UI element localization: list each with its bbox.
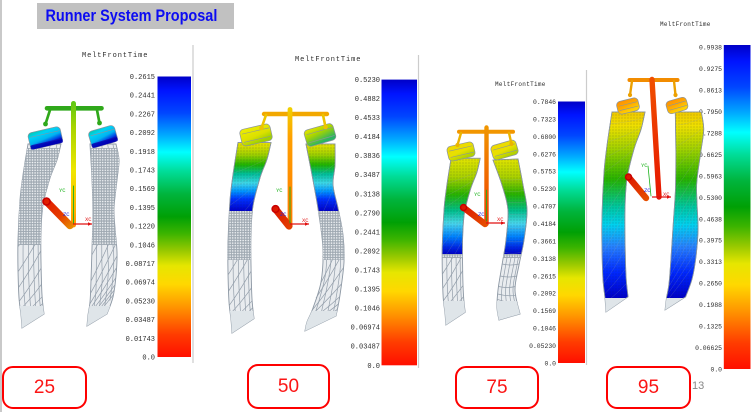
svg-text:0.4184: 0.4184 bbox=[533, 221, 556, 228]
svg-text:0.6625: 0.6625 bbox=[699, 152, 722, 159]
svg-text:0.1569: 0.1569 bbox=[130, 186, 155, 194]
svg-text:0.3313: 0.3313 bbox=[699, 259, 722, 266]
svg-text:0.2092: 0.2092 bbox=[533, 291, 556, 298]
svg-text:XC: XC bbox=[497, 216, 504, 223]
svg-text:YC: YC bbox=[59, 187, 66, 194]
svg-text:0.7846: 0.7846 bbox=[533, 99, 556, 106]
svg-text:0.2615: 0.2615 bbox=[130, 74, 155, 82]
svg-text:0.4184: 0.4184 bbox=[355, 134, 380, 142]
svg-text:0.1395: 0.1395 bbox=[130, 205, 155, 213]
svg-text:0.2092: 0.2092 bbox=[355, 249, 380, 257]
svg-text:0.2441: 0.2441 bbox=[130, 93, 155, 101]
svg-text:XC: XC bbox=[302, 217, 309, 224]
svg-text:0.7950: 0.7950 bbox=[699, 109, 722, 116]
svg-text:0.2650: 0.2650 bbox=[699, 281, 722, 288]
svg-text:MeltFrontTime: MeltFrontTime bbox=[495, 81, 546, 88]
svg-text:0.5753: 0.5753 bbox=[533, 169, 556, 176]
svg-text:0.1569: 0.1569 bbox=[533, 308, 556, 315]
svg-text:0.5963: 0.5963 bbox=[699, 173, 722, 180]
svg-text:MeltFrontTime: MeltFrontTime bbox=[660, 21, 711, 28]
svg-text:0.05230: 0.05230 bbox=[529, 343, 556, 350]
svg-text:0.7288: 0.7288 bbox=[699, 130, 722, 137]
svg-text:0.2615: 0.2615 bbox=[533, 273, 556, 280]
svg-text:0.2441: 0.2441 bbox=[355, 229, 380, 237]
svg-text:0.1918: 0.1918 bbox=[130, 149, 155, 157]
svg-text:MeltFrontTime: MeltFrontTime bbox=[82, 52, 148, 60]
svg-text:0.8613: 0.8613 bbox=[699, 87, 722, 94]
svg-text:ZC: ZC bbox=[644, 187, 651, 194]
svg-text:0.08717: 0.08717 bbox=[126, 261, 155, 269]
svg-text:0.6800: 0.6800 bbox=[533, 134, 556, 141]
svg-text:0.0: 0.0 bbox=[710, 367, 722, 374]
svg-text:XC: XC bbox=[663, 191, 670, 198]
svg-text:0.3975: 0.3975 bbox=[699, 238, 722, 245]
svg-text:0.3836: 0.3836 bbox=[355, 153, 380, 161]
svg-text:0.1395: 0.1395 bbox=[355, 287, 380, 295]
svg-text:0.3487: 0.3487 bbox=[355, 172, 380, 180]
svg-text:0.1046: 0.1046 bbox=[355, 306, 380, 314]
svg-text:0.3138: 0.3138 bbox=[355, 191, 380, 199]
svg-text:0.5230: 0.5230 bbox=[355, 77, 380, 85]
svg-text:0.0: 0.0 bbox=[544, 360, 556, 367]
svg-text:0.9275: 0.9275 bbox=[699, 66, 722, 73]
svg-text:0.5300: 0.5300 bbox=[699, 195, 722, 202]
svg-text:0.4533: 0.4533 bbox=[355, 115, 380, 123]
svg-text:YC: YC bbox=[474, 191, 481, 198]
svg-text:0.01743: 0.01743 bbox=[126, 336, 155, 344]
svg-text:0.03487: 0.03487 bbox=[126, 317, 155, 325]
svg-text:0.2267: 0.2267 bbox=[130, 111, 155, 119]
svg-text:0.9938: 0.9938 bbox=[699, 45, 722, 52]
svg-text:0.3661: 0.3661 bbox=[533, 238, 556, 245]
svg-text:0.06974: 0.06974 bbox=[126, 280, 155, 288]
svg-text:YC: YC bbox=[641, 162, 648, 169]
svg-text:0.4638: 0.4638 bbox=[699, 216, 722, 223]
svg-text:ZC: ZC bbox=[478, 211, 485, 218]
svg-text:0.1988: 0.1988 bbox=[699, 302, 722, 309]
svg-text:0.5230: 0.5230 bbox=[533, 186, 556, 193]
svg-text:0.1743: 0.1743 bbox=[130, 168, 155, 176]
svg-text:YC: YC bbox=[276, 187, 283, 194]
svg-text:0.7323: 0.7323 bbox=[533, 116, 556, 123]
svg-text:0.06974: 0.06974 bbox=[351, 325, 380, 333]
svg-text:XC: XC bbox=[85, 216, 92, 223]
svg-text:0.1046: 0.1046 bbox=[533, 326, 556, 333]
svg-text:0.4882: 0.4882 bbox=[355, 96, 380, 104]
svg-text:MeltFrontTime: MeltFrontTime bbox=[295, 56, 361, 64]
svg-text:ZC: ZC bbox=[63, 211, 70, 218]
svg-text:0.0: 0.0 bbox=[367, 363, 380, 371]
svg-text:0.6276: 0.6276 bbox=[533, 151, 556, 158]
svg-text:0.1325: 0.1325 bbox=[699, 324, 722, 331]
svg-text:ZC: ZC bbox=[280, 211, 287, 218]
svg-text:0.06625: 0.06625 bbox=[695, 345, 722, 352]
svg-text:0.05230: 0.05230 bbox=[126, 298, 155, 306]
svg-text:0.0: 0.0 bbox=[142, 355, 155, 363]
svg-text:0.2092: 0.2092 bbox=[130, 130, 155, 138]
svg-text:0.3138: 0.3138 bbox=[533, 256, 556, 263]
svg-text:0.4707: 0.4707 bbox=[533, 204, 556, 211]
svg-text:0.03487: 0.03487 bbox=[351, 344, 380, 352]
svg-text:0.2790: 0.2790 bbox=[355, 210, 380, 218]
svg-text:0.1046: 0.1046 bbox=[130, 242, 155, 250]
svg-text:0.1220: 0.1220 bbox=[130, 224, 155, 232]
svg-text:0.1743: 0.1743 bbox=[355, 268, 380, 276]
